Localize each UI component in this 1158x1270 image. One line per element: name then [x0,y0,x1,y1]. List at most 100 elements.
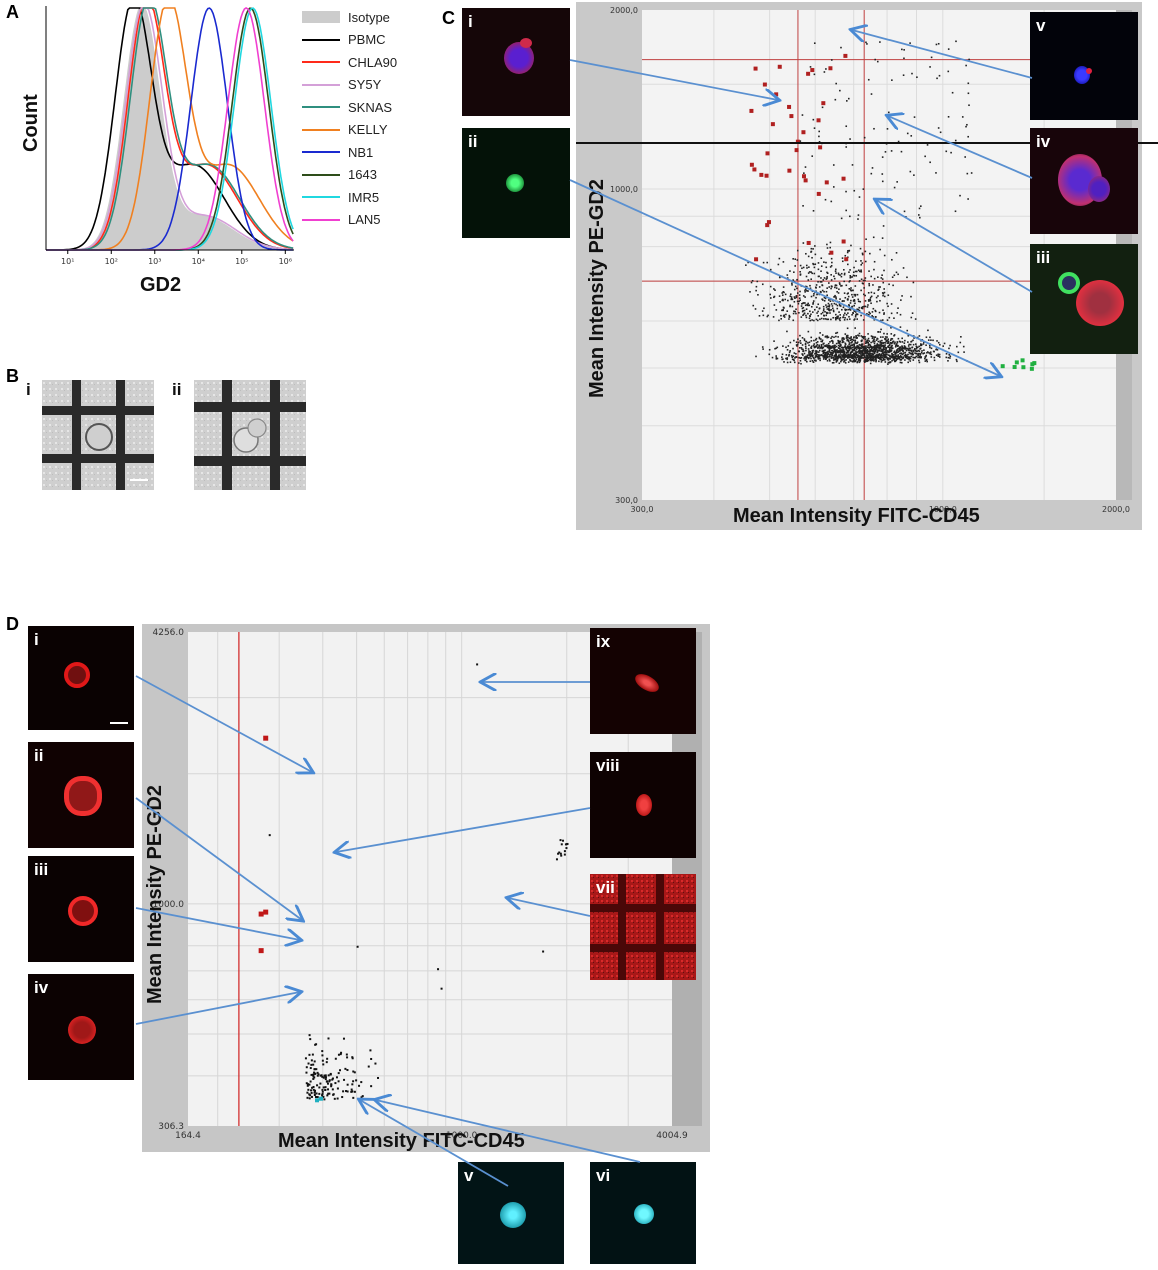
c-point [917,356,919,359]
d-point [361,1095,364,1098]
c-point [786,357,789,359]
c-point [852,359,855,362]
c-point [900,356,903,358]
c-point [844,312,846,315]
c-point [830,264,833,267]
c-point [754,308,757,310]
panel-d-image-ix: ix [590,628,696,734]
c-point [937,355,940,357]
c-point [839,314,841,316]
legend-label: 1643 [348,167,377,183]
panel-c-image-i-label: i [468,12,473,31]
c-point [879,357,882,359]
d-point [306,1091,309,1094]
c-point [769,297,772,299]
d-point [360,1081,363,1084]
c-point [935,43,938,46]
c-point [799,334,801,337]
c-point [803,357,805,360]
c-point [838,288,840,291]
panel-d-image-ii-label: ii [34,746,44,765]
c-point [850,336,852,338]
c-point [809,310,811,313]
d-point [326,1057,329,1060]
c-point [867,337,870,340]
d-point [345,1053,348,1056]
c-point [840,217,843,220]
c-point-gd2 [795,139,800,144]
c-point [802,242,805,244]
c-point [799,347,801,349]
c-point [822,279,825,281]
c-point [856,351,858,353]
c-point [811,290,814,293]
c-point [842,316,844,319]
c-point [844,317,846,319]
d-point [560,843,563,846]
c-point [811,311,814,313]
c-point [817,281,819,283]
c-point [916,350,918,352]
c-point [870,295,873,298]
c-point [848,288,851,290]
d-point [563,850,566,853]
c-point [918,207,921,210]
c-point-gd2 [752,167,757,172]
c-point [887,338,889,340]
c-point [840,344,842,346]
c-point [920,205,922,207]
c-point [832,342,834,344]
c-point [823,71,826,73]
c-point [847,97,850,100]
d-point [343,1078,346,1081]
c-point [872,236,875,239]
c-point [868,340,871,342]
legend-item: CHLA90 [302,51,397,74]
c-point [778,319,780,322]
c-point [818,357,821,360]
c-point [848,337,851,340]
c-point [830,303,833,305]
c-point [788,314,791,317]
c-point [861,349,864,352]
c-point [886,128,889,130]
c-point [884,338,886,340]
c-point [830,59,833,61]
c-point [792,319,795,322]
c-point [821,284,824,287]
c-point [879,299,881,302]
c-point [815,341,818,344]
c-point [872,284,874,286]
c-point [775,355,777,357]
c-point [834,270,837,272]
c-point [784,293,787,296]
c-point [811,319,813,321]
c-point [855,346,858,349]
c-point [856,341,859,344]
c-point [900,361,903,364]
c-point [831,349,834,352]
d-point [306,1083,309,1086]
d-point [327,1088,330,1091]
d-point [313,1068,316,1071]
c-point [864,350,866,353]
c-point-gd2 [801,174,806,179]
d-point [351,1057,354,1060]
c-point-gd2 [749,108,754,113]
panel-c-xlabel: Mean Intensity FITC-CD45 [733,505,980,527]
c-point [808,350,810,352]
c-point-gd2 [777,64,782,69]
c-point [847,308,850,311]
c-point [830,337,832,340]
c-point [933,356,936,359]
d-point [306,1084,309,1087]
c-point [891,344,893,347]
c-point [835,352,837,354]
c-point [811,352,813,355]
c-point [826,243,828,246]
c-point [910,355,913,358]
c-point [886,319,889,321]
c-point [792,258,794,260]
c-point [812,356,815,359]
c-point [805,355,808,358]
